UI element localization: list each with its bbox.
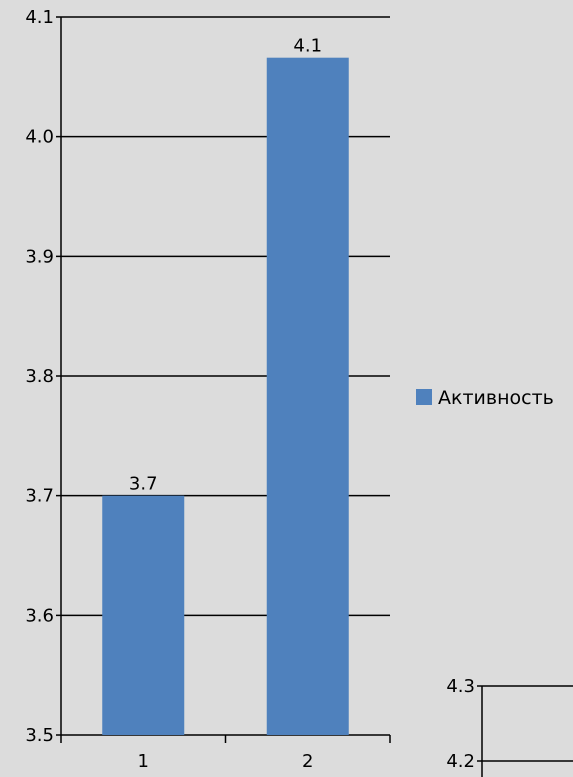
second-bar-chart-partial: 4.3 4.2: [446, 676, 573, 777]
data-label-1: 3.7: [129, 474, 158, 495]
labels: 3.5 3.6 3.7 3.8 3.9 4.0 4.1 3.7 1 4.1 2: [25, 7, 322, 772]
data-label-2: 4.1: [293, 36, 322, 57]
second-y-tick-label-0: 4.3: [446, 676, 475, 697]
y-tick-label-2: 3.7: [25, 486, 54, 507]
y-tick-label-1: 3.6: [25, 605, 54, 626]
bar-1: [102, 495, 185, 735]
y-tick-label-3: 3.8: [25, 366, 54, 387]
legend: Активность: [416, 387, 554, 409]
legend-swatch-aktivnost: [416, 389, 432, 405]
y-tick-label-0: 3.5: [25, 725, 54, 746]
y-tick-label-4: 3.9: [25, 246, 54, 267]
axes: [60, 17, 391, 743]
y-tick-label-5: 4.0: [25, 127, 54, 148]
y-tick-label-6: 4.1: [25, 7, 54, 28]
second-y-tick-label-1: 4.2: [446, 751, 475, 772]
bar-2: [266, 57, 349, 736]
x-tick-label-1: 1: [138, 751, 149, 772]
bars: [102, 57, 349, 736]
legend-label-aktivnost: Активность: [438, 387, 554, 409]
x-tick-label-2: 2: [302, 751, 313, 772]
main-bar-chart: 3.5 3.6 3.7 3.8 3.9 4.0 4.1 3.7 1 4.1 2: [25, 7, 391, 772]
